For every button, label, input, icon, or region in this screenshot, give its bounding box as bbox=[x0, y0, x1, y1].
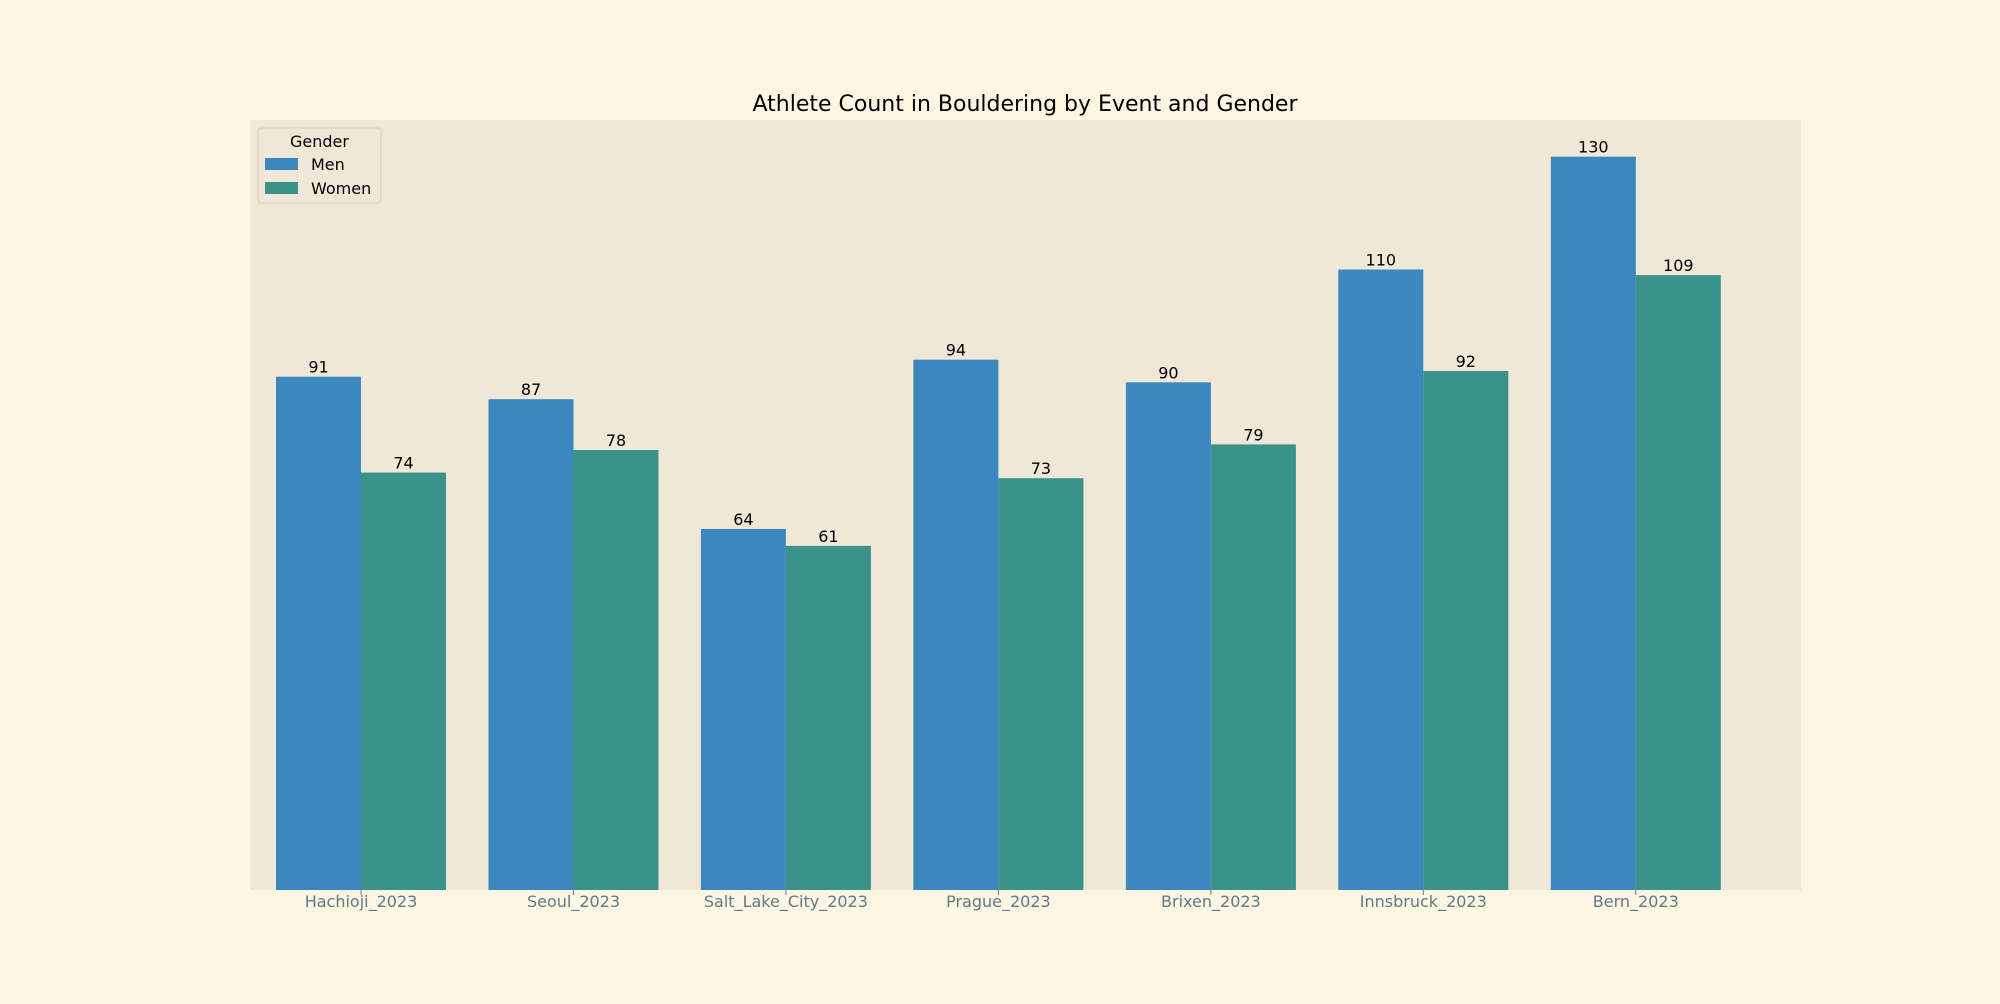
bar-men-hachioji-2023 bbox=[276, 376, 361, 890]
legend-label-men: Men bbox=[311, 155, 345, 174]
legend-label-women: Women bbox=[311, 179, 371, 198]
value-label-women-salt-lake-city-2023: 61 bbox=[818, 527, 838, 546]
x-tick-label: Bern_2023 bbox=[1593, 892, 1679, 912]
value-label-men-brixen-2023: 90 bbox=[1158, 363, 1178, 382]
bar-men-bern-2023 bbox=[1550, 156, 1636, 890]
legend: Gender Men Women bbox=[257, 127, 382, 204]
bar-women-prague-2023 bbox=[998, 478, 1084, 890]
value-label-women-hachioji-2023: 74 bbox=[393, 454, 413, 473]
value-label-men-bern-2023: 130 bbox=[1578, 138, 1609, 157]
x-tick-label: Prague_2023 bbox=[946, 892, 1051, 912]
bar-women-innsbruck-2023 bbox=[1423, 371, 1509, 890]
chart-title: Athlete Count in Bouldering by Event and… bbox=[752, 92, 1298, 117]
legend-swatch-women bbox=[265, 182, 298, 194]
value-label-men-innsbruck-2023: 110 bbox=[1366, 251, 1397, 270]
legend-swatch-men bbox=[265, 158, 298, 170]
value-label-men-hachioji-2023: 91 bbox=[308, 358, 328, 377]
bar-men-prague-2023 bbox=[913, 359, 999, 890]
x-tick-label: Salt_Lake_City_2023 bbox=[704, 892, 868, 912]
bar-women-hachioji-2023 bbox=[361, 472, 446, 890]
bar-men-brixen-2023 bbox=[1125, 382, 1211, 890]
value-label-men-seoul-2023: 87 bbox=[521, 380, 541, 399]
x-tick-label: Seoul_2023 bbox=[527, 892, 620, 912]
bar-women-seoul-2023 bbox=[573, 450, 659, 890]
x-tick-label: Hachioji_2023 bbox=[305, 892, 418, 912]
bar-men-seoul-2023 bbox=[488, 399, 574, 890]
bar-men-salt-lake-city-2023 bbox=[700, 529, 786, 890]
value-labels-group: 91 74 87 78 64 61 94 73 90 79 110 92 130 109 bbox=[308, 138, 1693, 546]
value-label-women-prague-2023: 73 bbox=[1031, 459, 1051, 478]
value-label-women-bern-2023: 109 bbox=[1663, 256, 1694, 275]
value-label-women-brixen-2023: 79 bbox=[1243, 425, 1263, 444]
value-label-men-prague-2023: 94 bbox=[946, 341, 966, 360]
bar-women-salt-lake-city-2023 bbox=[785, 545, 871, 890]
x-tick-label: Innsbruck_2023 bbox=[1360, 892, 1487, 912]
bar-women-bern-2023 bbox=[1635, 275, 1721, 891]
x-tick-label: Brixen_2023 bbox=[1161, 892, 1261, 912]
legend-title: Gender bbox=[290, 132, 349, 151]
bar-men-innsbruck-2023 bbox=[1338, 269, 1424, 890]
bar-women-brixen-2023 bbox=[1210, 444, 1296, 890]
value-label-women-seoul-2023: 78 bbox=[606, 431, 626, 450]
bars-group bbox=[276, 156, 1721, 891]
value-label-men-salt-lake-city-2023: 64 bbox=[733, 510, 753, 529]
value-label-women-innsbruck-2023: 92 bbox=[1456, 352, 1476, 371]
x-axis: Hachioji_2023 Seoul_2023 Salt_Lake_City_20… bbox=[305, 890, 1679, 912]
